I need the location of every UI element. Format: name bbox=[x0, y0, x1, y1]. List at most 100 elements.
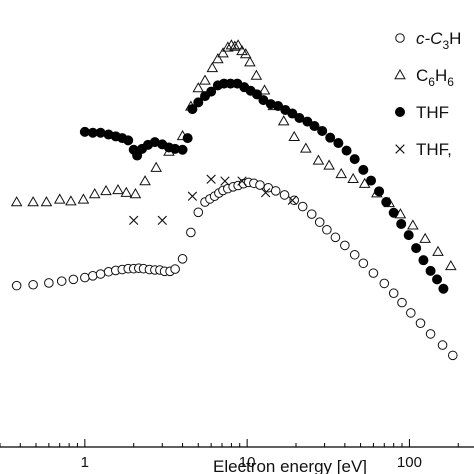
series-0-point-42 bbox=[314, 217, 325, 227]
series-3-point-1 bbox=[157, 215, 167, 226]
series-0-point-7 bbox=[95, 269, 106, 279]
series-0-point-23 bbox=[193, 207, 204, 218]
series-2-point-6 bbox=[123, 135, 134, 146]
x-tick-label: 10 bbox=[239, 454, 256, 471]
series-2-point-52 bbox=[438, 283, 449, 294]
series-1-point-36 bbox=[335, 167, 348, 179]
axes: 1 10 100 Electron energy [eV] bbox=[0, 439, 474, 474]
series-1-point-33 bbox=[300, 142, 312, 153]
series-2-point-32 bbox=[287, 108, 298, 119]
series-1-point-18 bbox=[206, 61, 219, 73]
series-0-point-46 bbox=[349, 249, 360, 260]
series-2-point-40 bbox=[349, 154, 360, 165]
series-0-point-22 bbox=[186, 227, 196, 238]
series-1-point-37 bbox=[347, 172, 359, 184]
series-0-point-37 bbox=[270, 186, 281, 196]
series-0-point-44 bbox=[330, 232, 341, 243]
series-1-point-3 bbox=[53, 193, 66, 204]
series-0-point-2 bbox=[44, 278, 54, 288]
series-0-point-40 bbox=[297, 201, 308, 212]
series-1-point-12 bbox=[150, 161, 162, 172]
series-2-point-45 bbox=[388, 207, 399, 218]
series-2-point-15 bbox=[177, 144, 188, 155]
series-0-point-51 bbox=[397, 297, 407, 308]
series-1-point-45 bbox=[445, 260, 457, 271]
series-2-point-16 bbox=[182, 133, 193, 144]
series-2-point-34 bbox=[302, 116, 313, 127]
series-1-point-19 bbox=[212, 53, 224, 64]
series-0-point-52 bbox=[406, 308, 416, 318]
series-3-point-3 bbox=[206, 174, 216, 184]
series-1-point-1 bbox=[27, 196, 39, 207]
x-axis-label: Electron energy [eV] bbox=[213, 457, 367, 474]
series-0-point-20 bbox=[170, 264, 180, 274]
series-0-point-41 bbox=[306, 209, 317, 219]
series-2-point-46 bbox=[396, 218, 407, 229]
legend-marker-3 bbox=[395, 144, 405, 154]
series-0-point-5 bbox=[80, 272, 90, 283]
series-2-point-49 bbox=[418, 255, 429, 266]
series-2-point-2 bbox=[95, 127, 106, 138]
series-0-point-0 bbox=[11, 280, 22, 291]
series-3-point-6 bbox=[260, 187, 271, 198]
series-0-point-55 bbox=[437, 340, 448, 350]
series-0-point-50 bbox=[388, 288, 399, 299]
series-0-point-4 bbox=[68, 274, 79, 285]
series-0-point-53 bbox=[415, 318, 426, 328]
series-1-point-29 bbox=[258, 84, 271, 95]
series-0-point-39 bbox=[289, 195, 300, 206]
series-2-point-41 bbox=[358, 164, 369, 175]
legend: c-C3H C6H6 THF THF, bbox=[394, 29, 461, 159]
series-2-point-17 bbox=[187, 104, 198, 115]
series-1-point-4 bbox=[65, 195, 77, 206]
series-0-point-21 bbox=[177, 254, 188, 264]
legend-label-2: THF bbox=[416, 103, 449, 122]
series-3-point-2 bbox=[187, 191, 198, 201]
series-0-point-45 bbox=[340, 240, 350, 251]
series-1-point-8 bbox=[112, 184, 124, 195]
series-1-point-22 bbox=[225, 39, 238, 50]
series-0-point-38 bbox=[279, 190, 290, 200]
series-1-point-17 bbox=[199, 74, 211, 85]
series-1-point-10 bbox=[129, 188, 142, 199]
series-2-point-8 bbox=[132, 150, 143, 161]
series-1-point-7 bbox=[100, 184, 112, 196]
series-3-point-0 bbox=[129, 215, 139, 226]
series-2-point-44 bbox=[381, 197, 392, 208]
series-0-point-6 bbox=[88, 270, 98, 281]
series-0-point-47 bbox=[358, 258, 369, 269]
series-2-point-48 bbox=[411, 243, 422, 254]
legend-marker-0 bbox=[395, 33, 405, 43]
series-1-point-16 bbox=[192, 82, 205, 93]
series-0-point-43 bbox=[322, 224, 332, 235]
series-2-point-50 bbox=[425, 265, 436, 276]
plot-area bbox=[10, 39, 458, 361]
series-1-point-20 bbox=[217, 47, 229, 58]
series-2-point-51 bbox=[432, 274, 443, 285]
series-3-point-7 bbox=[287, 195, 298, 205]
series-0-point-3 bbox=[56, 276, 67, 286]
legend-label-3: THF, bbox=[416, 140, 452, 159]
series-0-point-49 bbox=[379, 278, 390, 289]
series-1-point-2 bbox=[40, 196, 53, 207]
legend-marker-1 bbox=[394, 69, 406, 80]
series-0-point-54 bbox=[425, 329, 436, 339]
series-1-point-35 bbox=[323, 159, 335, 170]
series-1-point-31 bbox=[277, 115, 290, 126]
series-1-point-5 bbox=[77, 193, 90, 204]
series-2-point-47 bbox=[403, 230, 414, 241]
legend-marker-2 bbox=[395, 107, 405, 117]
series-1-point-6 bbox=[88, 188, 101, 199]
series-2-point-20 bbox=[206, 86, 217, 97]
series-2-point-37 bbox=[325, 132, 336, 143]
series-0-point-35 bbox=[255, 180, 265, 190]
series-1-point-44 bbox=[432, 245, 444, 256]
series-2-point-39 bbox=[341, 145, 352, 156]
series-0-point-56 bbox=[447, 350, 458, 361]
series-2-point-42 bbox=[366, 175, 377, 186]
series-1-point-21 bbox=[221, 41, 234, 52]
series-2-point-43 bbox=[374, 186, 385, 197]
series-2-point-36 bbox=[317, 125, 328, 136]
